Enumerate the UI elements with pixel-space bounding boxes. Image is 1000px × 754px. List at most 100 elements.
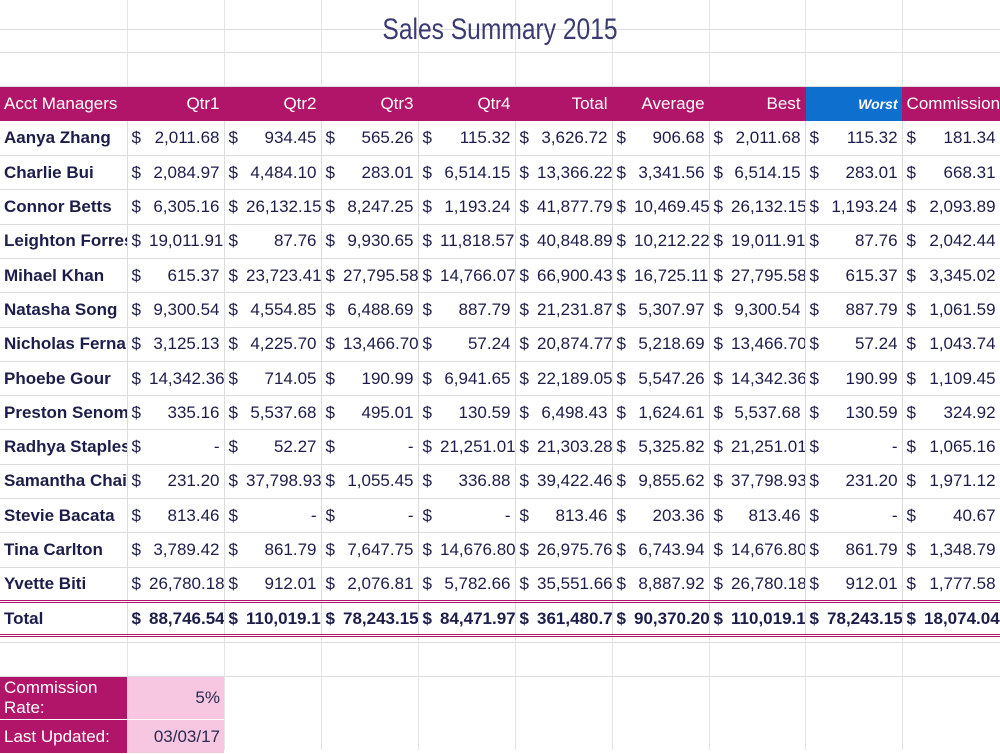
commission-cell[interactable]: 2,093.89 <box>920 189 1000 225</box>
qtr4-cell[interactable]: 6,514.15 <box>436 155 516 191</box>
qtr3-cell[interactable]: - <box>339 429 419 465</box>
header-acct-managers[interactable]: Acct Managers <box>0 87 128 122</box>
average-cell[interactable]: 5,325.82 <box>630 429 710 465</box>
qtr2-cell[interactable]: - <box>242 498 322 534</box>
header-commission[interactable]: Commission <box>902 87 1000 122</box>
qtr1-cell[interactable]: 231.20 <box>145 464 225 500</box>
qtr4-cell[interactable]: 887.79 <box>436 292 516 328</box>
qtr2-cell[interactable]: 5,537.68 <box>242 395 322 431</box>
header-qtr2[interactable]: Qtr2 <box>224 87 322 122</box>
best-cell[interactable]: 19,011.91 <box>727 224 806 259</box>
manager-name-cell[interactable]: Phoebe Gour <box>0 361 128 397</box>
header-average[interactable]: Average <box>612 87 710 122</box>
manager-name-cell[interactable]: Leighton Forrest <box>0 224 128 259</box>
header-qtr4[interactable]: Qtr4 <box>418 87 516 122</box>
commission-cell[interactable]: 181.34 <box>920 121 1000 157</box>
manager-name-cell[interactable]: Charlie Bui <box>0 155 128 191</box>
qtr3-cell[interactable]: 565.26 <box>339 121 419 157</box>
qtr1-cell[interactable]: 88,746.54 <box>145 599 225 638</box>
total-cell[interactable]: 361,480.79 <box>533 599 613 638</box>
qtr3-cell[interactable]: 2,076.81 <box>339 567 419 602</box>
best-cell[interactable]: 9,300.54 <box>727 292 806 328</box>
header-qtr3[interactable]: Qtr3 <box>321 87 419 122</box>
average-cell[interactable]: 8,887.92 <box>630 567 710 602</box>
total-cell[interactable]: 26,975.76 <box>533 532 613 568</box>
qtr4-cell[interactable]: - <box>436 498 516 534</box>
average-cell[interactable]: 16,725.11 <box>630 258 710 294</box>
qtr4-cell[interactable]: 14,766.07 <box>436 258 516 294</box>
header-worst[interactable]: Worst <box>805 87 903 122</box>
worst-cell[interactable]: 87.76 <box>823 224 903 259</box>
total-cell[interactable]: 21,303.28 <box>533 429 613 465</box>
best-cell[interactable]: 14,676.80 <box>727 532 806 568</box>
last-updated-label[interactable]: Last Updated: <box>0 719 127 754</box>
manager-name-cell[interactable]: Tina Carlton <box>0 532 128 568</box>
qtr1-cell[interactable]: 2,011.68 <box>145 121 225 157</box>
qtr2-cell[interactable]: 87.76 <box>242 224 322 259</box>
qtr2-cell[interactable]: 912.01 <box>242 567 322 602</box>
qtr1-cell[interactable]: 615.37 <box>145 258 225 294</box>
qtr3-cell[interactable]: 13,466.70 <box>339 327 419 362</box>
qtr1-cell[interactable]: 2,084.97 <box>145 155 225 191</box>
qtr2-cell[interactable]: 4,225.70 <box>242 327 322 362</box>
qtr3-cell[interactable]: 8,247.25 <box>339 189 419 225</box>
qtr3-cell[interactable]: 283.01 <box>339 155 419 191</box>
qtr1-cell[interactable]: 3,125.13 <box>145 327 225 362</box>
qtr1-cell[interactable]: 19,011.91 <box>145 224 225 259</box>
total-label-cell[interactable]: Total <box>0 599 128 638</box>
commission-cell[interactable]: 3,345.02 <box>920 258 1000 294</box>
qtr1-cell[interactable]: 26,780.18 <box>145 567 225 602</box>
best-cell[interactable]: 813.46 <box>727 498 806 534</box>
worst-cell[interactable]: 615.37 <box>823 258 903 294</box>
total-cell[interactable]: 21,231.87 <box>533 292 613 328</box>
qtr1-cell[interactable]: - <box>145 429 225 465</box>
commission-rate-label[interactable]: Commission Rate: <box>0 677 127 720</box>
worst-cell[interactable]: 78,243.15 <box>823 599 903 638</box>
best-cell[interactable]: 5,537.68 <box>727 395 806 431</box>
manager-name-cell[interactable]: Connor Betts <box>0 189 128 225</box>
total-cell[interactable]: 40,848.89 <box>533 224 613 259</box>
best-cell[interactable]: 110,019.14 <box>727 599 806 638</box>
qtr3-cell[interactable]: 9,930.65 <box>339 224 419 259</box>
qtr1-cell[interactable]: 14,342.36 <box>145 361 225 397</box>
best-cell[interactable]: 21,251.01 <box>727 429 806 465</box>
qtr2-cell[interactable]: 52.27 <box>242 429 322 465</box>
commission-cell[interactable]: 668.31 <box>920 155 1000 191</box>
worst-cell[interactable]: 887.79 <box>823 292 903 328</box>
sheet-title[interactable]: Sales Summary 2015 <box>382 13 618 46</box>
commission-cell[interactable]: 1,971.12 <box>920 464 1000 500</box>
qtr4-cell[interactable]: 6,941.65 <box>436 361 516 397</box>
worst-cell[interactable]: 231.20 <box>823 464 903 500</box>
total-cell[interactable]: 813.46 <box>533 498 613 534</box>
average-cell[interactable]: 10,212.22 <box>630 224 710 259</box>
commission-cell[interactable]: 1,348.79 <box>920 532 1000 568</box>
qtr1-cell[interactable]: 3,789.42 <box>145 532 225 568</box>
worst-cell[interactable]: 57.24 <box>823 327 903 362</box>
worst-cell[interactable]: - <box>823 498 903 534</box>
total-cell[interactable]: 13,366.22 <box>533 155 613 191</box>
worst-cell[interactable]: 115.32 <box>823 121 903 157</box>
qtr4-cell[interactable]: 21,251.01 <box>436 429 516 465</box>
manager-name-cell[interactable]: Samantha Chairs <box>0 464 128 500</box>
qtr2-cell[interactable]: 26,132.15 <box>242 189 322 225</box>
qtr2-cell[interactable]: 4,554.85 <box>242 292 322 328</box>
qtr3-cell[interactable]: 190.99 <box>339 361 419 397</box>
total-cell[interactable]: 35,551.66 <box>533 567 613 602</box>
total-cell[interactable]: 66,900.43 <box>533 258 613 294</box>
best-cell[interactable]: 2,011.68 <box>727 121 806 157</box>
average-cell[interactable]: 90,370.20 <box>630 599 710 638</box>
total-cell[interactable]: 22,189.05 <box>533 361 613 397</box>
total-cell[interactable]: 6,498.43 <box>533 395 613 431</box>
qtr3-cell[interactable]: 495.01 <box>339 395 419 431</box>
total-cell[interactable]: 39,422.46 <box>533 464 613 500</box>
average-cell[interactable]: 203.36 <box>630 498 710 534</box>
qtr2-cell[interactable]: 23,723.41 <box>242 258 322 294</box>
manager-name-cell[interactable]: Yvette Biti <box>0 567 128 602</box>
commission-cell[interactable]: 324.92 <box>920 395 1000 431</box>
qtr2-cell[interactable]: 714.05 <box>242 361 322 397</box>
total-cell[interactable]: 3,626.72 <box>533 121 613 157</box>
total-cell[interactable]: 20,874.77 <box>533 327 613 362</box>
commission-cell[interactable]: 18,074.04 <box>920 599 1000 638</box>
qtr1-cell[interactable]: 9,300.54 <box>145 292 225 328</box>
worst-cell[interactable]: 130.59 <box>823 395 903 431</box>
